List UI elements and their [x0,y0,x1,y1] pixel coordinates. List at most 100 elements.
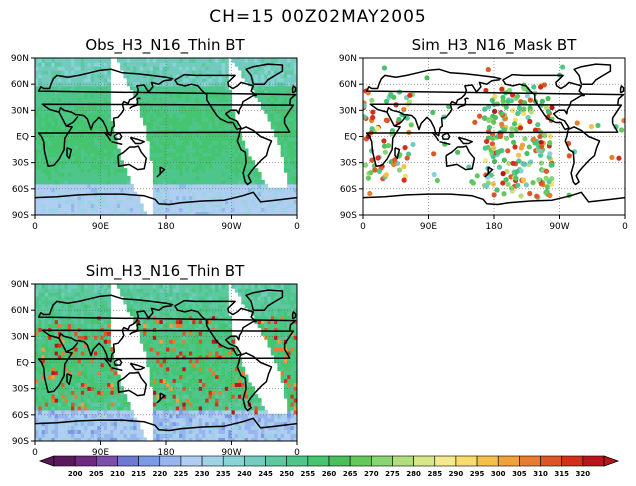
grid-cell [156,66,161,71]
grid-cell [172,203,177,208]
grid-cell [156,128,161,134]
grid-cell [51,105,56,110]
grid-cell [97,409,102,415]
obs-point [506,160,512,167]
grid-cell [224,327,229,332]
grid-cell [221,81,226,87]
grid-cell [290,207,295,212]
grid-cell [38,152,43,157]
grid-cell [283,124,288,130]
grid-cell [287,211,292,215]
grid-cell [64,85,69,91]
grid-cell [247,437,252,441]
grid-cell [215,370,219,376]
grid-cell [231,366,236,372]
grid-cell [293,69,297,75]
grid-cell [172,409,177,415]
grid-cell [38,58,43,63]
grid-cell [35,409,39,415]
grid-cell [149,62,154,67]
grid-cell [57,358,62,364]
grid-cell [179,140,183,146]
grid-cell [254,85,259,91]
grid-cell [175,172,180,177]
grid-cell [103,179,108,185]
grid-cell [247,77,252,83]
grid-cell [77,58,82,63]
grid-cell [202,195,206,201]
grid-cell [162,101,167,106]
grid-cell [169,191,174,197]
grid-cell [93,350,98,356]
grid-cell [38,327,43,332]
obs-point [486,117,492,123]
grid-cell [280,144,285,150]
grid-cell [221,175,226,181]
obs-point [401,164,407,170]
grid-cell [146,62,151,67]
grid-cell [280,85,285,91]
grid-cell [97,152,102,157]
grid-cell [215,413,219,419]
grid-cell [287,132,292,138]
grid-cell [175,437,180,441]
grid-cell [54,148,59,154]
grid-cell [264,58,269,63]
grid-cell [120,172,125,177]
grid-cell [280,362,285,368]
grid-cell [283,109,288,114]
grid-cell [179,386,183,391]
grid-cell [192,66,197,71]
grid-cell [123,433,128,438]
grid-cell [162,148,167,154]
grid-cell [293,191,297,197]
grid-cell [100,390,105,395]
grid-cell [48,109,52,114]
grid-cell [270,433,275,438]
grid-cell [280,58,285,63]
grid-cell [208,164,213,169]
grid-cell [293,172,297,177]
grid-cell [67,85,72,91]
x-tick-label: 0 [32,222,38,232]
obs-point [510,139,517,145]
grid-cell [202,421,206,427]
grid-cell [35,331,39,336]
grid-cell [188,77,193,83]
grid-cell [107,339,111,344]
grid-cell [293,378,297,383]
grid-cell [156,62,161,67]
grid-cell [84,144,88,150]
grid-cell [38,203,43,208]
grid-cell [84,354,88,360]
grid-cell [218,382,223,387]
grid-cell [162,211,167,215]
grid-cell [162,140,167,146]
grid-cell [188,93,193,99]
grid-cell [54,433,59,438]
grid-cell [116,409,121,415]
grid-cell [172,350,177,356]
grid-cell [179,401,183,407]
grid-cell [202,339,206,344]
grid-cell [277,191,282,197]
grid-cell [277,128,282,134]
grid-cell [152,429,157,434]
grid-cell [234,390,239,395]
x-tick-label: 0 [622,222,628,232]
grid-cell [38,378,43,383]
grid-cell [202,401,206,407]
grid-cell [51,211,56,215]
grid-cell [208,378,213,383]
grid-cell [224,175,229,181]
grid-cell [84,203,88,208]
grid-cell [267,417,272,423]
grid-cell [221,109,226,114]
grid-cell [179,429,183,434]
grid-cell [67,191,72,197]
grid-cell [287,156,292,161]
grid-cell [221,105,226,110]
grid-cell [202,394,206,399]
grid-cell [208,429,213,434]
grid-cell [264,97,269,102]
